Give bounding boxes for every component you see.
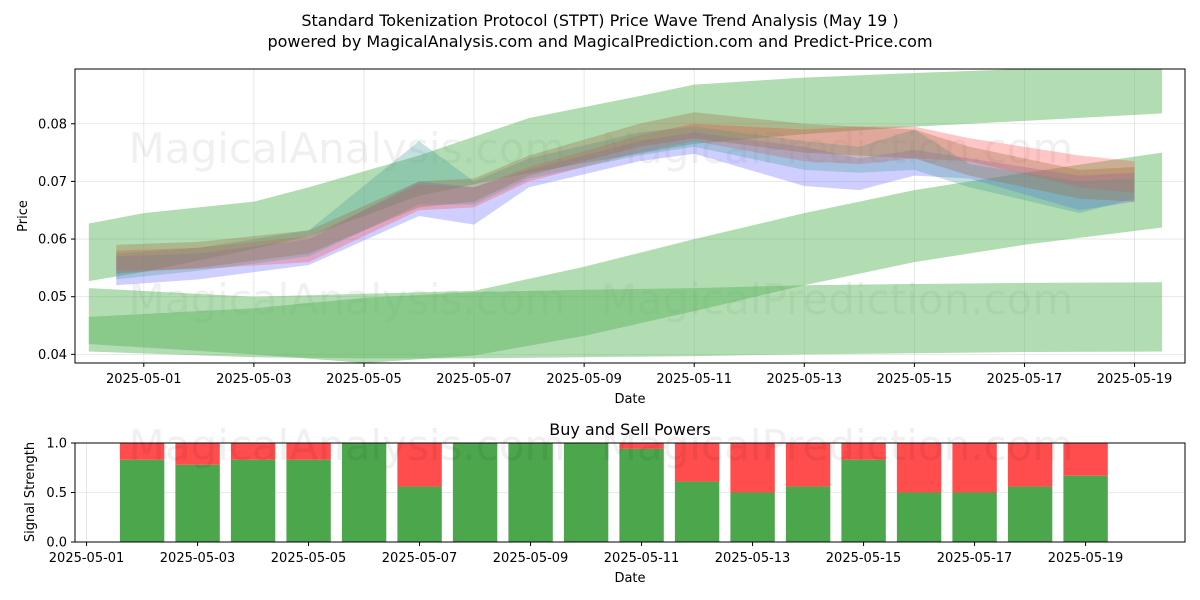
sell-bar-2025-05-16 [896,443,942,493]
price-x-tick-label: 2025-05-11 [656,372,732,387]
buy-bar-2025-05-12 [674,481,720,542]
watermark-magicalprediction-mid: MagicalPrediction.com [601,275,1074,324]
price-x-axis-label: Date [614,392,645,407]
sell-bar-2025-05-02 [119,443,165,460]
figure-title-line1: Standard Tokenization Protocol (STPT) Pr… [301,11,898,30]
buy-bar-2025-05-15 [841,459,886,542]
signal-y-axis-label: Signal Strength [23,442,38,542]
buy-bar-2025-05-08 [452,443,498,542]
sell-bar-2025-05-17 [952,443,997,493]
signal-y-tick-label: 0.5 [46,486,67,501]
signal-x-tick-label: 2025-05-19 [1048,551,1124,566]
buy-bar-2025-05-14 [785,486,831,542]
trend-band-1 [88,152,1163,363]
price-y-ticks: 0.04 0.05 0.06 0.07 0.08 [38,117,75,363]
wave-series [116,112,1135,286]
price-x-tick-label: 2025-05-13 [767,372,843,387]
signal-x-tick-label: 2025-05-05 [271,551,347,566]
signal-x-tick-label: 2025-05-01 [49,551,125,566]
wave-band-3 [116,112,1135,274]
watermark-magicalprediction-bottom: MagicalPrediction.com [601,421,1074,470]
price-x-tick-label: 2025-05-09 [546,372,622,387]
buy-bar-2025-05-16 [896,492,942,542]
price-y-tick-label: 0.04 [38,348,67,363]
buy-bar-2025-05-09 [508,443,553,542]
buy-bar-2025-05-19 [1063,475,1108,542]
price-x-tick-label: 2025-05-01 [106,372,182,387]
sell-bar-2025-05-04 [230,443,276,460]
price-y-tick-label: 0.05 [38,290,67,305]
trend-band-0 [88,69,1163,282]
signal-bars [119,443,1108,542]
sell-bar-2025-05-12 [674,443,720,482]
price-panel: MagicalAnalysis.com MagicalPrediction.co… [16,68,1186,407]
signal-y-tick-label: 0.0 [46,536,67,551]
sell-bar-2025-05-11 [619,443,664,449]
price-x-tick-label: 2025-05-19 [1097,372,1173,387]
buy-bar-2025-05-10 [563,443,609,542]
sell-bar-2025-05-07 [397,443,442,487]
trend-bands [88,69,1163,363]
sell-bar-2025-05-05 [286,443,331,460]
price-gridlines [75,69,1185,363]
price-x-tick-label: 2025-05-05 [326,372,402,387]
buy-bar-2025-05-17 [952,492,997,542]
price-y-tick-label: 0.08 [38,117,67,132]
figure-title-line2: powered by MagicalAnalysis.com and Magic… [267,32,932,51]
signal-x-axis-label: Date [614,571,645,586]
price-y-axis-label: Price [16,200,31,232]
signal-y-tick-label: 1.0 [46,437,67,452]
signal-x-tick-label: 2025-05-17 [937,551,1013,566]
buy-bar-2025-05-13 [730,492,775,542]
buy-bar-2025-05-07 [397,486,442,542]
buy-bar-2025-05-18 [1007,486,1053,542]
price-y-tick-label: 0.07 [38,175,67,190]
signal-panel-title: Buy and Sell Powers [549,420,711,439]
sell-bar-2025-05-15 [841,443,886,460]
signal-x-tick-label: 2025-05-11 [604,551,680,566]
sell-bar-2025-05-19 [1063,443,1108,476]
signal-x-ticks: 2025-05-01 2025-05-03 2025-05-05 2025-05-07… [49,542,1124,566]
wave-band-1 [116,123,1135,271]
price-watermarks: MagicalAnalysis.com MagicalPrediction.co… [129,124,1074,324]
buy-bar-2025-05-03 [175,464,220,542]
buy-bar-2025-05-05 [286,459,331,542]
watermark-magicalanalysis-top: MagicalAnalysis.com [129,124,566,173]
signal-y-ticks: 0.0 0.5 1.0 [46,437,75,551]
trend-band-2 [88,282,1163,359]
signal-x-tick-label: 2025-05-13 [715,551,791,566]
sell-bar-2025-05-14 [785,443,831,487]
watermark-magicalprediction-top: MagicalPrediction.com [601,124,1074,173]
price-x-tick-label: 2025-05-03 [216,372,292,387]
price-x-ticks: 2025-05-01 2025-05-03 2025-05-05 2025-05-07… [106,363,1172,387]
signal-x-tick-label: 2025-05-15 [826,551,902,566]
wave-band-0 [116,132,1135,286]
watermark-magicalanalysis-bottom: MagicalAnalysis.com [129,421,566,470]
buy-bar-2025-05-02 [119,459,165,542]
sell-bar-2025-05-03 [175,443,220,465]
buy-bar-2025-05-04 [230,459,276,542]
price-x-tick-label: 2025-05-07 [436,372,512,387]
price-x-tick-label: 2025-05-15 [877,372,953,387]
sell-bar-2025-05-13 [730,443,775,493]
watermark-magicalanalysis-mid: MagicalAnalysis.com [129,275,566,324]
signal-x-tick-label: 2025-05-03 [160,551,236,566]
signal-panel: Buy and Sell Powers MagicalAnalysis.com … [23,420,1186,586]
price-x-tick-label: 2025-05-17 [987,372,1063,387]
sell-bar-2025-05-18 [1007,443,1053,487]
price-y-tick-label: 0.06 [38,233,67,248]
signal-x-tick-label: 2025-05-09 [493,551,569,566]
buy-bar-2025-05-06 [341,443,387,542]
price-plot-frame [74,68,1186,364]
wave-band-2 [116,126,1135,280]
signal-x-tick-label: 2025-05-07 [382,551,458,566]
buy-bar-2025-05-11 [619,448,664,542]
